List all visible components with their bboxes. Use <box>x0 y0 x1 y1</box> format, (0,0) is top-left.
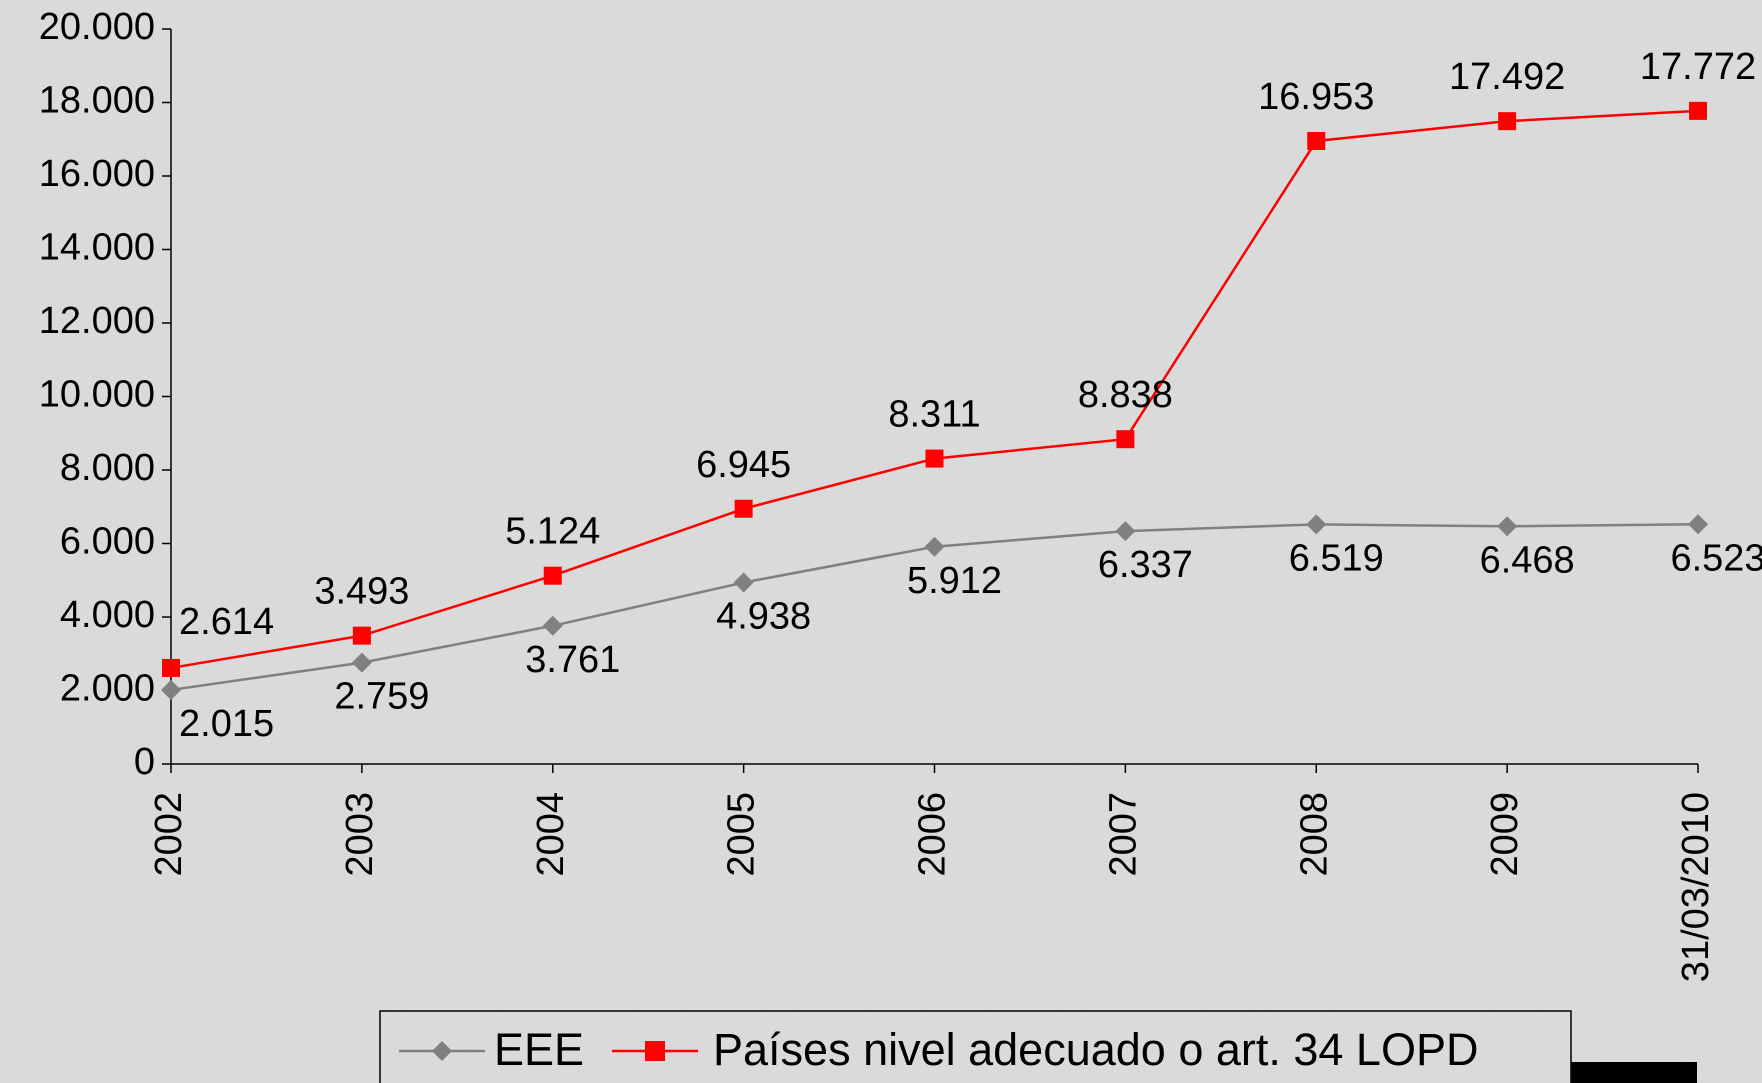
data-label: 2.614 <box>179 601 274 643</box>
y-tick-label: 0 <box>134 741 155 783</box>
marker-diamond <box>161 679 181 700</box>
y-tick-label: 8.000 <box>60 447 155 489</box>
legend-label: Países nivel adecuado o art. 34 LOPD <box>713 1024 1478 1075</box>
y-tick-label: 4.000 <box>60 594 155 636</box>
marker-diamond <box>733 572 754 593</box>
data-label: 5.124 <box>505 511 600 553</box>
data-label: 6.945 <box>696 444 791 486</box>
y-tick-label: 6.000 <box>60 521 155 563</box>
marker-diamond <box>351 652 372 673</box>
data-label: 2.015 <box>179 703 274 745</box>
y-tick-label: 16.000 <box>39 153 155 195</box>
y-tick-label: 10.000 <box>39 374 155 416</box>
data-label: 3.761 <box>525 639 620 681</box>
marker-square <box>1307 131 1326 150</box>
data-label: 5.912 <box>907 560 1002 602</box>
x-tick-label: 2005 <box>721 792 763 877</box>
x-tick-label: 2003 <box>339 792 381 877</box>
data-label: 8.311 <box>888 394 980 436</box>
marker-square <box>1498 112 1517 131</box>
legend-marker <box>432 1041 452 1061</box>
marker-square <box>352 626 371 645</box>
data-label: 17.772 <box>1640 46 1756 88</box>
data-label: 3.493 <box>314 571 409 613</box>
data-label: 17.492 <box>1449 56 1565 98</box>
marker-diamond <box>924 536 945 557</box>
y-tick-label: 2.000 <box>60 668 155 710</box>
marker-square <box>1689 101 1707 120</box>
legend-label: EEE <box>494 1024 584 1075</box>
data-label: 16.953 <box>1258 76 1374 118</box>
marker-square <box>734 499 753 518</box>
x-tick-label: 2006 <box>912 792 954 877</box>
data-label: 4.938 <box>716 596 811 638</box>
marker-diamond <box>1306 514 1327 535</box>
y-tick-label: 14.000 <box>39 227 155 269</box>
data-label: 6.523 <box>1670 537 1762 579</box>
y-tick-label: 12.000 <box>39 300 155 342</box>
x-tick-label: 2008 <box>1293 792 1335 877</box>
marker-diamond <box>542 615 563 636</box>
corner-block <box>1571 1062 1697 1083</box>
x-tick-label: 2007 <box>1102 792 1144 877</box>
marker-diamond <box>1115 521 1136 542</box>
data-label: 6.519 <box>1289 537 1384 579</box>
marker-square <box>162 658 180 677</box>
legend-box <box>379 1010 1572 1083</box>
marker-square <box>925 449 944 468</box>
x-tick-label: 2002 <box>148 792 190 877</box>
y-tick-label: 18.000 <box>39 80 155 122</box>
x-tick-label: 31/03/2010 <box>1675 792 1717 982</box>
marker-diamond <box>1497 516 1518 537</box>
y-tick-label: 20.000 <box>39 6 155 48</box>
data-label: 2.759 <box>334 676 429 718</box>
data-label: 8.838 <box>1078 374 1173 416</box>
x-tick-label: 2009 <box>1484 792 1526 877</box>
legend-marker <box>645 1041 665 1061</box>
marker-square <box>543 566 562 585</box>
marker-square <box>1116 430 1135 449</box>
x-tick-label: 2004 <box>530 792 572 877</box>
marker-diamond <box>1688 514 1708 535</box>
data-label: 6.468 <box>1480 539 1575 581</box>
data-label: 6.337 <box>1098 544 1193 586</box>
